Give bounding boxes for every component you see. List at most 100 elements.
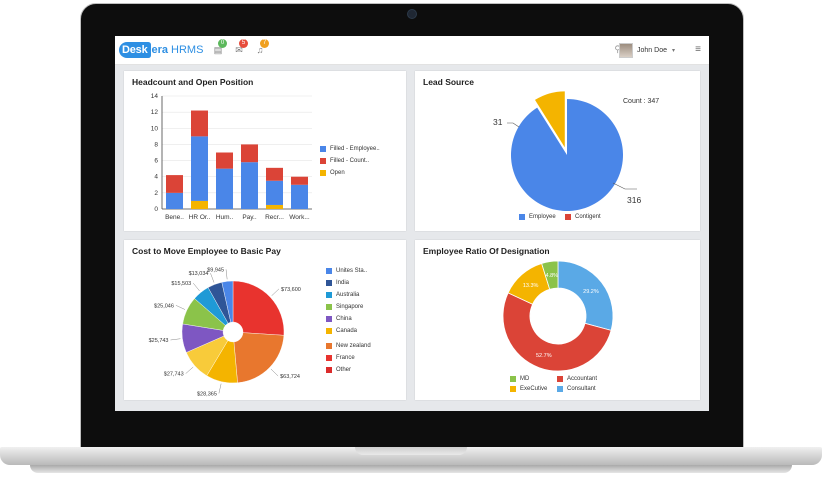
legend-item[interactable]: New zealand xyxy=(326,343,371,349)
legend-swatch xyxy=(557,386,563,392)
legend-item[interactable]: Unites Sta.. xyxy=(326,268,367,274)
legend-label: Other xyxy=(336,367,352,373)
legend-item[interactable]: MD xyxy=(510,376,529,382)
legend-swatch xyxy=(326,304,332,310)
label-leader xyxy=(225,269,228,280)
legend-label: Unites Sta.. xyxy=(336,268,368,274)
hamburger-menu-icon[interactable]: ≡ xyxy=(695,44,701,55)
label-leader xyxy=(612,182,637,190)
legend-item[interactable]: Accountant xyxy=(557,376,597,382)
laptop-notch xyxy=(355,447,467,455)
pie-slice xyxy=(534,91,565,148)
slice-label: 13.3% xyxy=(523,283,539,289)
pie-slice xyxy=(511,99,623,211)
legend-swatch xyxy=(326,328,332,334)
top-bar: Desk era HRMS ▤ 0 ✉ 5 ♫ 7 ⚲ John Doe ▾ ≡ xyxy=(115,36,709,65)
cost-panel: Cost to Move Employee to Basic Pay $73,6… xyxy=(124,240,406,400)
bar-segment xyxy=(166,175,183,193)
y-tick-label: 0 xyxy=(154,206,158,213)
panel-title: Headcount and Open Position xyxy=(132,77,254,87)
bar-segment xyxy=(266,167,283,181)
bar-segment xyxy=(216,152,233,169)
legend-item[interactable]: Employee xyxy=(519,214,556,220)
label-leader xyxy=(270,368,279,377)
legend-item[interactable]: Open xyxy=(320,170,345,176)
slice-label: $27,743 xyxy=(164,372,184,378)
legend-label: India xyxy=(336,280,350,286)
label-leader xyxy=(175,305,186,310)
lead-source-pie-chart: 316 31 xyxy=(493,91,641,211)
legend-swatch xyxy=(320,146,326,152)
slice-label: $9,945 xyxy=(207,267,224,273)
donut-slice xyxy=(502,292,612,372)
donut-slice xyxy=(221,280,234,323)
y-tick-label: 12 xyxy=(151,109,159,116)
slice-label: 29.2% xyxy=(583,289,599,295)
cost-donut-chart: $73,600 $63,724 $28,365 $27,743 $25,743 $25,0… xyxy=(149,267,301,397)
legend-item[interactable]: Singapore xyxy=(326,304,363,310)
logo-era: era xyxy=(151,44,169,56)
bar-segment xyxy=(266,204,283,209)
y-tick-label: 6 xyxy=(154,158,158,165)
label-leader xyxy=(170,338,181,341)
label-leader xyxy=(271,288,280,296)
legend-label: Consultant xyxy=(567,386,596,392)
legend-item[interactable]: Australia xyxy=(326,292,359,298)
legend-label: Accountant xyxy=(567,376,598,382)
app-logo[interactable]: Desk era HRMS xyxy=(119,41,203,59)
y-tick-label: 14 xyxy=(151,93,159,100)
legend-item[interactable]: Consultant xyxy=(557,386,596,392)
logo-product: HRMS xyxy=(171,44,204,56)
legend-swatch xyxy=(510,376,516,382)
slice-label: 52.7% xyxy=(536,353,552,359)
laptop-base xyxy=(0,447,822,465)
donut-slice xyxy=(232,280,285,336)
legend-label: Singapore xyxy=(336,304,364,310)
label-leader xyxy=(193,282,200,292)
chevron-down-icon: ▾ xyxy=(671,48,675,54)
legend-label: New zealand xyxy=(336,343,371,349)
legend-label: Employee xyxy=(529,214,556,220)
slice-label: $13,034 xyxy=(189,271,209,277)
label-leader xyxy=(507,122,520,128)
avatar xyxy=(619,43,634,58)
slice-label: $73,600 xyxy=(281,287,301,293)
bar-segment xyxy=(216,168,233,209)
donut-slice xyxy=(541,260,559,290)
slice-label: $15,503 xyxy=(171,281,191,287)
legend-label: Filled - Count.. xyxy=(330,158,370,164)
label-leader xyxy=(218,383,222,394)
search-icon[interactable]: ⚲ xyxy=(614,44,621,54)
user-menu[interactable]: John Doe ▾ xyxy=(619,43,675,58)
legend-item[interactable]: India xyxy=(326,280,349,286)
app-screen: Desk era HRMS ▤ 0 ✉ 5 ♫ 7 ⚲ John Doe ▾ ≡ He… xyxy=(115,36,709,411)
bar-segment xyxy=(191,200,208,209)
legend-swatch xyxy=(326,292,332,298)
y-tick-label: 10 xyxy=(151,125,159,132)
legend-label: ExeCutive xyxy=(520,386,548,392)
legend-item[interactable]: Filled - Employee.. xyxy=(320,146,380,152)
mail-icon[interactable]: ✉ 5 xyxy=(234,39,248,55)
slice-label: $25,743 xyxy=(149,338,169,344)
legend-swatch xyxy=(326,355,332,361)
bar-segment xyxy=(241,144,258,163)
legend-item[interactable]: Filled - Count.. xyxy=(320,158,369,164)
legend-item[interactable]: Canada xyxy=(326,328,357,334)
bar-segment xyxy=(291,184,308,209)
legend-item[interactable]: Contigent xyxy=(565,214,601,220)
legend-item[interactable]: ExeCutive xyxy=(510,386,547,392)
bell-icon[interactable]: ♫ 7 xyxy=(255,39,269,55)
doc-icon[interactable]: ▤ 0 xyxy=(213,39,227,55)
x-tick-label: Hum.. xyxy=(216,214,234,221)
legend-swatch xyxy=(326,316,332,322)
legend-label: France xyxy=(336,355,355,361)
legend-swatch xyxy=(326,268,332,274)
legend-item[interactable]: China xyxy=(326,316,352,322)
legend-swatch xyxy=(565,214,571,220)
x-tick-label: HR Or.. xyxy=(189,214,211,221)
bar-segment xyxy=(191,136,208,201)
x-tick-label: Pay.. xyxy=(242,214,257,221)
legend-item[interactable]: France xyxy=(326,355,355,361)
legend-item[interactable]: Other xyxy=(326,367,351,373)
slice-label: $25,046 xyxy=(154,303,174,309)
